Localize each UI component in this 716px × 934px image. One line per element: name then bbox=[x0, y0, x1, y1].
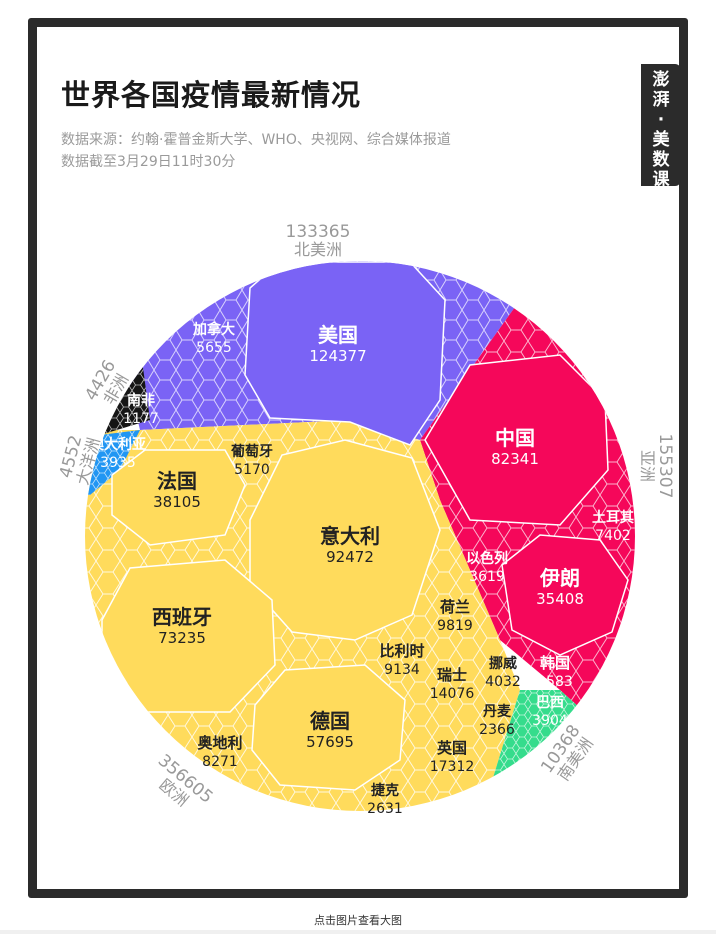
country-name: 加拿大 bbox=[192, 321, 235, 338]
country-label: 澳大利亚 3935 bbox=[90, 436, 146, 471]
country-name: 南非 bbox=[127, 392, 155, 409]
country-value: 17312 bbox=[430, 759, 475, 775]
country-value: 14076 bbox=[430, 686, 475, 702]
brand-char: 美 bbox=[652, 130, 670, 150]
country-name: 德国 bbox=[310, 709, 350, 733]
country-value: 57695 bbox=[306, 733, 354, 751]
country-name: 美国 bbox=[318, 323, 358, 347]
country-label: 加拿大 5655 bbox=[192, 321, 235, 356]
country-name: 伊朗 bbox=[539, 566, 580, 590]
country-cell bbox=[501, 534, 629, 656]
country-value: 92472 bbox=[326, 548, 374, 566]
country-label: 捷克 2631 bbox=[367, 782, 403, 817]
country-value: 2366 bbox=[479, 722, 515, 738]
country-label: 以色列 3619 bbox=[466, 550, 508, 585]
country-value: 9819 bbox=[437, 618, 473, 634]
country-name: 奥地利 bbox=[197, 734, 242, 752]
country-value: 35408 bbox=[536, 590, 584, 608]
country-cell bbox=[111, 449, 246, 546]
country-cell bbox=[251, 664, 406, 791]
country-label: 南非 1177 bbox=[123, 392, 159, 427]
country-name: 韩国 bbox=[540, 654, 570, 672]
country-label: 韩国 9583 bbox=[537, 654, 573, 690]
country-cell bbox=[424, 354, 609, 526]
country-label: 比利时 9134 bbox=[379, 642, 424, 678]
country-label: 挪威 4032 bbox=[485, 655, 521, 690]
continent-total: 133365 bbox=[286, 222, 351, 242]
country-value: 5655 bbox=[196, 340, 232, 356]
chart-title: 世界各国疫情最新情况 bbox=[61, 78, 362, 112]
country-name: 西班牙 bbox=[152, 605, 212, 629]
country-value: 82341 bbox=[491, 450, 539, 468]
country-value: 8271 bbox=[202, 754, 238, 770]
country-value: 38105 bbox=[153, 493, 201, 511]
caption[interactable]: 点击图片查看大图 bbox=[314, 914, 402, 927]
country-label: 瑞士 14076 bbox=[430, 666, 475, 702]
region-texture-大洋洲 bbox=[85, 430, 140, 495]
country-name: 丹麦 bbox=[483, 703, 512, 720]
country-cell bbox=[244, 261, 446, 446]
brand-logo: 澎 湃 · 美 数 课 bbox=[641, 64, 681, 190]
continent-name: 亚洲 bbox=[638, 450, 657, 482]
country-name: 意大利 bbox=[320, 524, 380, 548]
country-label: 奥地利 8271 bbox=[197, 734, 242, 770]
country-value: 9583 bbox=[537, 674, 573, 690]
country-value: 124377 bbox=[309, 347, 366, 365]
country-name: 巴西 bbox=[536, 695, 564, 711]
brand-char: 澎 bbox=[652, 70, 670, 90]
brand-char: 数 bbox=[652, 150, 670, 170]
data-date: 数据截至3月29日11时30分 bbox=[61, 154, 236, 170]
country-name: 法国 bbox=[157, 469, 197, 493]
country-name: 瑞士 bbox=[437, 666, 467, 684]
country-label: 丹麦 2366 bbox=[479, 703, 515, 738]
country-value: 73235 bbox=[158, 629, 206, 647]
country-label: 葡萄牙 5170 bbox=[230, 443, 273, 478]
country-label: 荷兰 9819 bbox=[437, 598, 473, 634]
country-name: 中国 bbox=[495, 426, 535, 450]
country-label: 英国 17312 bbox=[430, 739, 475, 775]
country-name: 捷克 bbox=[371, 782, 399, 799]
bottom-bar bbox=[0, 930, 716, 934]
country-name: 比利时 bbox=[379, 642, 424, 660]
continent-total: 155307 bbox=[655, 434, 675, 499]
country-name: 英国 bbox=[437, 739, 467, 757]
country-name: 挪威 bbox=[489, 655, 517, 672]
continent-name: 北美洲 bbox=[294, 240, 342, 259]
country-name: 土耳其 bbox=[592, 509, 634, 526]
country-name: 澳大利亚 bbox=[90, 436, 146, 453]
country-name: 荷兰 bbox=[440, 598, 470, 616]
country-label: 巴西 3904 bbox=[532, 695, 568, 729]
country-value: 3935 bbox=[100, 455, 136, 471]
country-label: 土耳其 7402 bbox=[592, 509, 634, 544]
country-value: 1177 bbox=[123, 411, 159, 427]
country-value: 5170 bbox=[234, 462, 270, 478]
country-value: 9134 bbox=[384, 662, 420, 678]
brand-char: 湃 bbox=[652, 90, 670, 110]
country-value: 7402 bbox=[595, 528, 631, 544]
country-value: 3619 bbox=[469, 569, 505, 585]
country-name: 以色列 bbox=[466, 550, 508, 567]
country-value: 3904 bbox=[532, 713, 568, 729]
brand-char: · bbox=[657, 110, 665, 130]
country-name: 葡萄牙 bbox=[230, 443, 273, 460]
data-source: 数据来源：约翰·霍普金斯大学、WHO、央视网、综合媒体报道 bbox=[61, 132, 451, 148]
country-value: 4032 bbox=[485, 674, 521, 690]
country-value: 2631 bbox=[367, 801, 403, 817]
brand-char: 课 bbox=[652, 170, 670, 190]
